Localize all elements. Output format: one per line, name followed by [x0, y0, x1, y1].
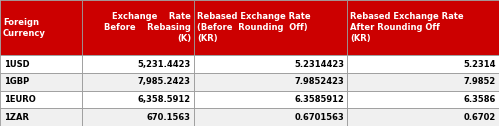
Text: 5,231.4423: 5,231.4423: [138, 60, 191, 69]
Text: Foreign
Currency: Foreign Currency: [3, 18, 46, 38]
Text: 0.6701563: 0.6701563: [294, 113, 344, 122]
Bar: [0, 55, 82, 73]
Bar: [82, 108, 194, 126]
Bar: [82, 73, 194, 91]
Bar: [347, 55, 499, 73]
Bar: [0, 73, 82, 91]
Text: 6,358.5912: 6,358.5912: [138, 95, 191, 104]
Text: 7.9852423: 7.9852423: [294, 77, 344, 86]
Text: 5.2314: 5.2314: [464, 60, 496, 69]
Text: 670.1563: 670.1563: [147, 113, 191, 122]
Text: 6.3586: 6.3586: [464, 95, 496, 104]
Text: 7.9852: 7.9852: [464, 77, 496, 86]
Bar: [347, 108, 499, 126]
Bar: [0, 91, 82, 108]
Bar: [347, 91, 499, 108]
Text: 1ZAR: 1ZAR: [4, 113, 29, 122]
Bar: [347, 0, 499, 55]
Text: Rebased Exchange Rate
(Before  Rounding  Off)
(KR): Rebased Exchange Rate (Before Rounding O…: [197, 12, 310, 43]
Bar: [82, 91, 194, 108]
Bar: [347, 73, 499, 91]
Text: Exchange    Rate
Before    Rebasing
(K): Exchange Rate Before Rebasing (K): [104, 12, 191, 43]
Bar: [194, 0, 347, 55]
Bar: [194, 91, 347, 108]
Text: Rebased Exchange Rate
After Rounding Off
(KR): Rebased Exchange Rate After Rounding Off…: [350, 12, 464, 43]
Bar: [194, 73, 347, 91]
Text: 0.6702: 0.6702: [464, 113, 496, 122]
Bar: [0, 0, 82, 55]
Text: 1GBP: 1GBP: [4, 77, 29, 86]
Text: 1EURO: 1EURO: [4, 95, 36, 104]
Text: 7,985.2423: 7,985.2423: [138, 77, 191, 86]
Bar: [0, 108, 82, 126]
Bar: [82, 0, 194, 55]
Text: 5.2314423: 5.2314423: [294, 60, 344, 69]
Bar: [194, 108, 347, 126]
Text: 6.3585912: 6.3585912: [294, 95, 344, 104]
Bar: [194, 55, 347, 73]
Text: 1USD: 1USD: [4, 60, 29, 69]
Bar: [82, 55, 194, 73]
